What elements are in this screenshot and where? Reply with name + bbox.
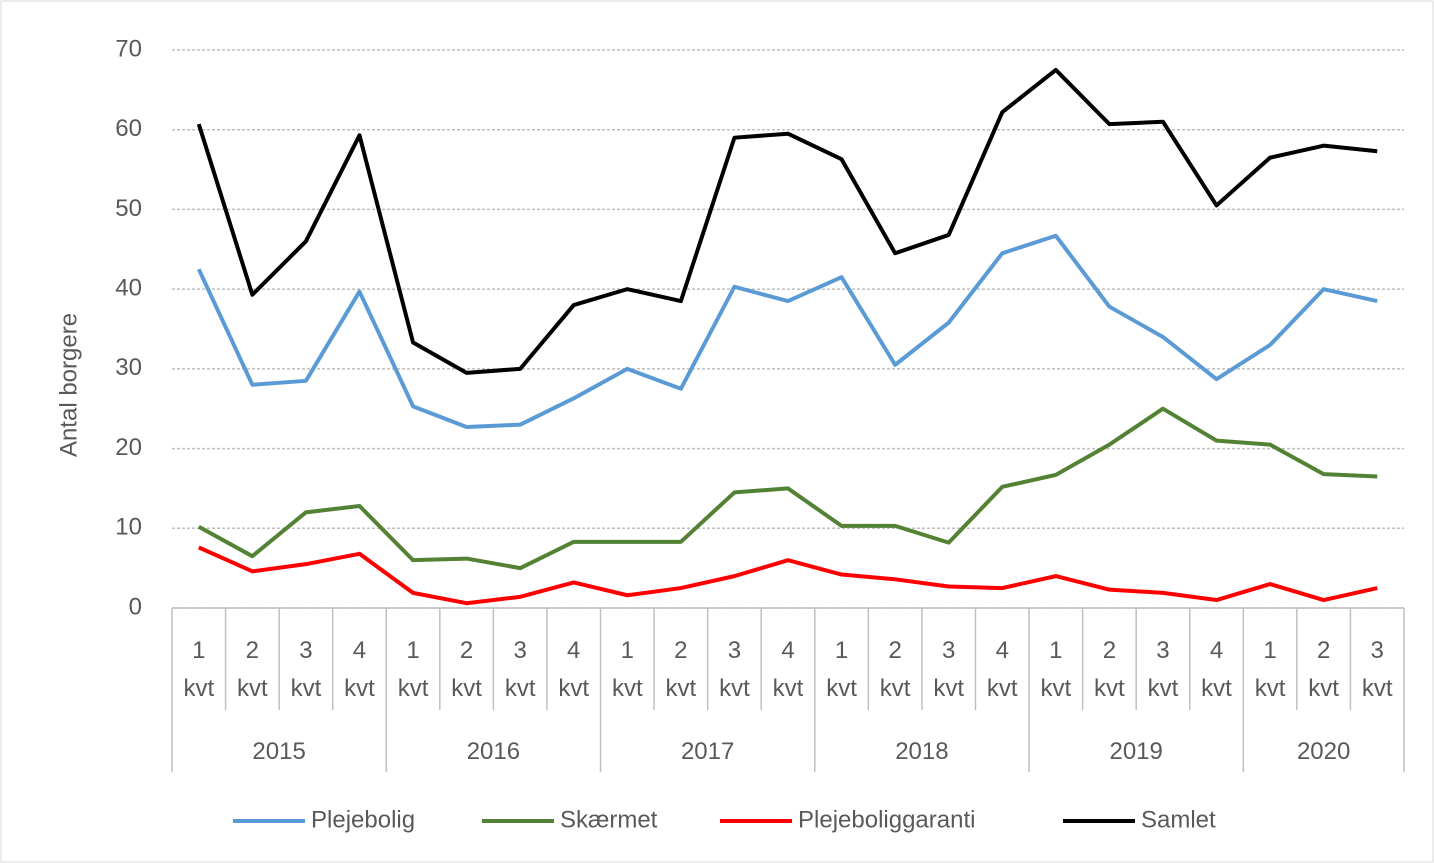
x-tick-label: 1 kvt [183,637,215,702]
x-tick-label: 1 kvt [611,637,643,702]
x-tick-label: 3 kvt [504,637,536,702]
x-tick-label: 3 kvt [1147,637,1179,702]
y-tick-label: 50 [115,195,142,222]
x-tick-label: 3 kvt [1361,637,1393,702]
y-tick-label: 40 [115,274,142,301]
y-tick-label: 30 [115,354,142,381]
x-tick-label: 2 kvt [451,637,482,702]
x-tick-label: 2 kvt [237,637,268,702]
x-tick-label: 2 kvt [665,637,697,702]
series-line [196,233,1378,430]
group-label: 2019 [1109,738,1163,765]
x-tick-label: 3 kvt [290,637,322,702]
x-tick-label: 2 kvt [879,637,911,702]
legend-label: Plejeboliggaranti [798,806,975,833]
x-tick-label: 1 kvt [397,637,429,702]
series-line [196,67,1378,375]
x-tick-label: 4 kvt [986,637,1018,702]
x-tick-label: 3 kvt [933,637,965,702]
x-tick-label: 4 kvt [558,637,590,702]
x-tick-label: 3 kvt [719,637,750,702]
series-line [197,545,1378,606]
group-label: 2018 [895,738,949,765]
x-tick-label: 4 kvt [1201,637,1232,702]
series-line [197,406,1378,571]
group-label: 2015 [252,738,306,765]
y-tick-label: 20 [115,434,142,461]
x-tick-label: 4 kvt [344,637,375,702]
y-tick-label: 60 [115,115,142,142]
y-tick-label: 0 [129,593,142,620]
legend-label: Samlet [1141,806,1216,833]
legend-label: Plejebolig [311,806,415,833]
x-tick-label: 1 kvt [826,637,857,702]
legend-label: Skærmet [560,806,658,833]
x-tick-label: 2 kvt [1094,637,1125,702]
group-label: 2017 [680,738,735,765]
group-label: 2016 [466,738,521,765]
x-tick-label: 1 kvt [1040,637,1072,702]
y-tick-label: 70 [115,35,142,62]
y-axis-label: Antal borgere [55,313,82,457]
y-tick-label: 10 [115,514,142,541]
group-label: 2020 [1296,738,1351,765]
x-tick-label: 2 kvt [1308,637,1339,702]
x-tick-label: 4 kvt [772,637,804,702]
x-tick-label: 1 kvt [1254,637,1286,702]
